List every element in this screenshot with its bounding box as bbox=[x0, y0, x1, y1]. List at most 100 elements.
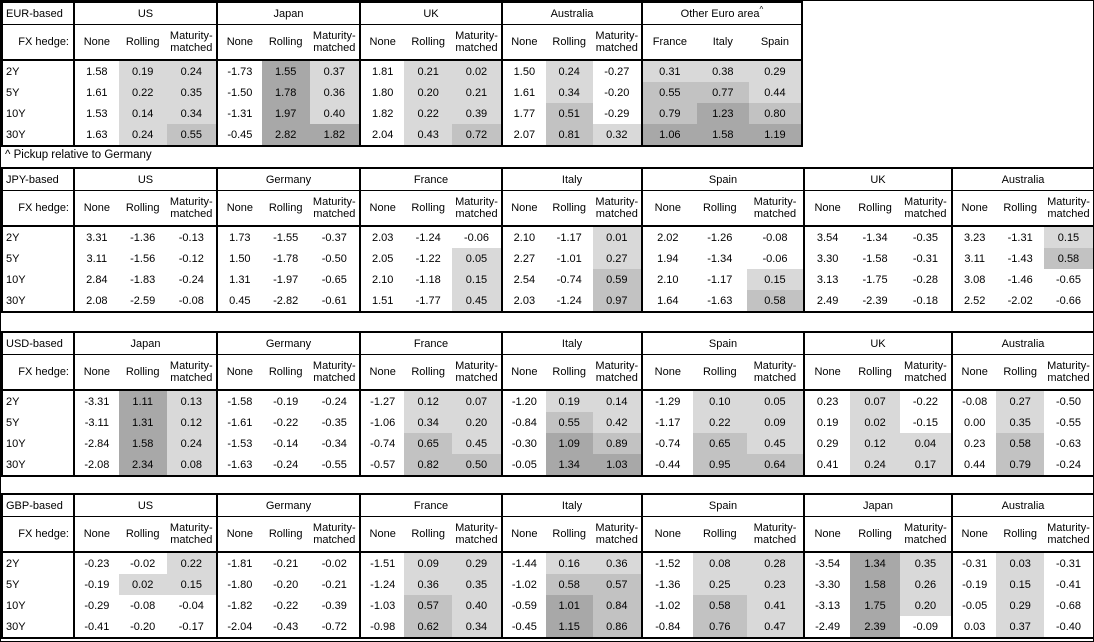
col-header: Maturity-matched bbox=[455, 30, 498, 54]
col-header: None bbox=[369, 36, 396, 48]
col-header: None bbox=[654, 366, 681, 378]
value-cell: -0.55 bbox=[321, 458, 347, 471]
base-label: GBP-based bbox=[3, 495, 73, 517]
value-cell: 0.27 bbox=[996, 391, 1044, 412]
data-row: -3.13 1.75 0.20 bbox=[805, 595, 951, 616]
value-cell: 1.63 bbox=[86, 128, 108, 141]
data-row: 1.81 0.21 0.02 bbox=[361, 61, 501, 82]
data-row: 1.80 0.20 0.21 bbox=[361, 82, 501, 103]
value-cell: 2.02 bbox=[657, 231, 679, 244]
row-label: 30Y bbox=[6, 128, 26, 141]
col-header: None bbox=[654, 202, 681, 214]
country-title: Germany bbox=[218, 333, 359, 355]
col-header: None bbox=[369, 528, 396, 540]
value-cell: -0.66 bbox=[1055, 294, 1082, 307]
value-cell: -0.04 bbox=[178, 599, 204, 612]
value-cell: 1.81 bbox=[371, 65, 394, 78]
fx-hedge-label: FX hedge: bbox=[3, 517, 73, 553]
value-cell: -0.55 bbox=[1055, 416, 1082, 429]
value-cell: -0.08 bbox=[178, 294, 204, 307]
value-cell: 0.08 bbox=[692, 553, 747, 574]
data-row: 2.05 -1.22 0.05 bbox=[361, 248, 501, 269]
value-cell: 0.24 bbox=[850, 454, 900, 475]
value-cell: -0.41 bbox=[1055, 578, 1082, 591]
col-header: None bbox=[511, 528, 538, 540]
value-cell: 0.15 bbox=[451, 269, 501, 290]
value-cell: 3.13 bbox=[816, 273, 839, 286]
data-row: -1.82 -0.22 -0.39 bbox=[218, 595, 359, 616]
col-header: France bbox=[652, 36, 687, 48]
value-cell: -1.58 bbox=[227, 395, 253, 408]
value-cell: 0.55 bbox=[545, 412, 593, 433]
row-label: 5Y bbox=[6, 252, 20, 265]
value-cell: -1.58 bbox=[862, 252, 888, 265]
value-cell: 2.27 bbox=[513, 252, 536, 265]
column-headers: None Rolling Maturity-matched bbox=[75, 517, 216, 553]
column-headers: None Rolling Maturity-matched bbox=[643, 355, 803, 391]
country-title: France bbox=[361, 495, 501, 517]
value-cell: 1.19 bbox=[748, 124, 801, 145]
data-row: 1.61 0.22 0.35 bbox=[75, 82, 216, 103]
data-row: -0.74 0.65 0.45 bbox=[361, 433, 501, 454]
value-cell: -1.31 bbox=[227, 107, 253, 120]
label-column: EUR-based FX hedge: 2Y 5Y 10Y 30Y bbox=[3, 3, 73, 145]
row-label: 2Y bbox=[6, 557, 20, 570]
value-cell: -1.31 bbox=[1007, 231, 1033, 244]
country-title-text: US bbox=[137, 173, 154, 186]
value-cell: 1.61 bbox=[513, 86, 536, 99]
col-header: None bbox=[814, 366, 841, 378]
data-row: -2.04 -0.43 -0.72 bbox=[218, 616, 359, 637]
value-cell: 0.34 bbox=[545, 82, 593, 103]
value-cell: 0.97 bbox=[592, 290, 641, 311]
value-cell: 2.34 bbox=[118, 454, 167, 475]
value-cell: 0.16 bbox=[545, 553, 593, 574]
value-cell: 0.14 bbox=[118, 103, 167, 124]
data-row: 2.52 -2.02 -0.66 bbox=[953, 290, 1093, 311]
value-cell: 0.79 bbox=[643, 103, 697, 124]
data-row: -1.20 0.19 0.14 bbox=[503, 391, 641, 412]
value-cell: -2.59 bbox=[130, 294, 156, 307]
data-row: -1.80 -0.20 -0.21 bbox=[218, 574, 359, 595]
value-cell: -0.08 bbox=[762, 231, 788, 244]
value-cell: -0.18 bbox=[912, 294, 938, 307]
value-cell: -0.20 bbox=[604, 86, 630, 99]
value-cell: -0.08 bbox=[962, 395, 988, 408]
value-cell: -1.27 bbox=[370, 395, 396, 408]
data-row: 0.41 0.24 0.17 bbox=[805, 454, 951, 475]
panel-australia: Australia None Rolling Maturity-matched -0.3… bbox=[951, 495, 1093, 637]
value-cell: 2.04 bbox=[371, 128, 394, 141]
value-cell: 1.06 bbox=[643, 124, 697, 145]
value-cell: 1.31 bbox=[229, 273, 251, 286]
value-cell: 1.31 bbox=[118, 412, 167, 433]
value-cell: 0.51 bbox=[545, 103, 593, 124]
value-cell: -0.19 bbox=[273, 395, 299, 408]
col-header: None bbox=[814, 202, 841, 214]
country-title: Japan bbox=[218, 3, 359, 25]
value-cell: 0.09 bbox=[746, 412, 803, 433]
value-cell: -1.06 bbox=[370, 416, 396, 429]
value-cell: 2.10 bbox=[513, 231, 536, 244]
value-cell: 0.12 bbox=[404, 391, 452, 412]
value-cell: -1.36 bbox=[655, 578, 681, 591]
country-title-text: Japan bbox=[273, 7, 304, 20]
data-row: 3.23 -1.31 0.15 bbox=[953, 227, 1093, 248]
value-cell: -0.14 bbox=[273, 437, 299, 450]
column-headers: None Rolling Maturity-matched bbox=[218, 355, 359, 391]
value-cell: -1.43 bbox=[1007, 252, 1033, 265]
row-label: 2Y bbox=[6, 65, 20, 78]
data-row: 2.84 -1.83 -0.24 bbox=[75, 269, 216, 290]
country-title: Japan bbox=[75, 333, 216, 355]
panel-australia: Australia None Rolling Maturity-matched 1.50… bbox=[501, 3, 641, 145]
value-cell: 0.55 bbox=[643, 82, 697, 103]
data-row: -3.11 1.31 0.12 bbox=[75, 412, 216, 433]
col-header: Maturity-matched bbox=[455, 360, 498, 384]
row-label: 5Y bbox=[6, 86, 20, 99]
panel-uk: UK None Rolling Maturity-matched 0.23 0.07 -0.… bbox=[803, 333, 951, 475]
value-cell: -0.40 bbox=[1055, 620, 1082, 633]
value-cell: -2.08 bbox=[84, 458, 110, 471]
value-cell: 1.53 bbox=[86, 107, 108, 120]
value-cell: 1.58 bbox=[86, 65, 108, 78]
value-cell: -0.50 bbox=[321, 252, 347, 265]
row-label: 30Y bbox=[6, 458, 26, 471]
value-cell: 0.32 bbox=[592, 124, 641, 145]
